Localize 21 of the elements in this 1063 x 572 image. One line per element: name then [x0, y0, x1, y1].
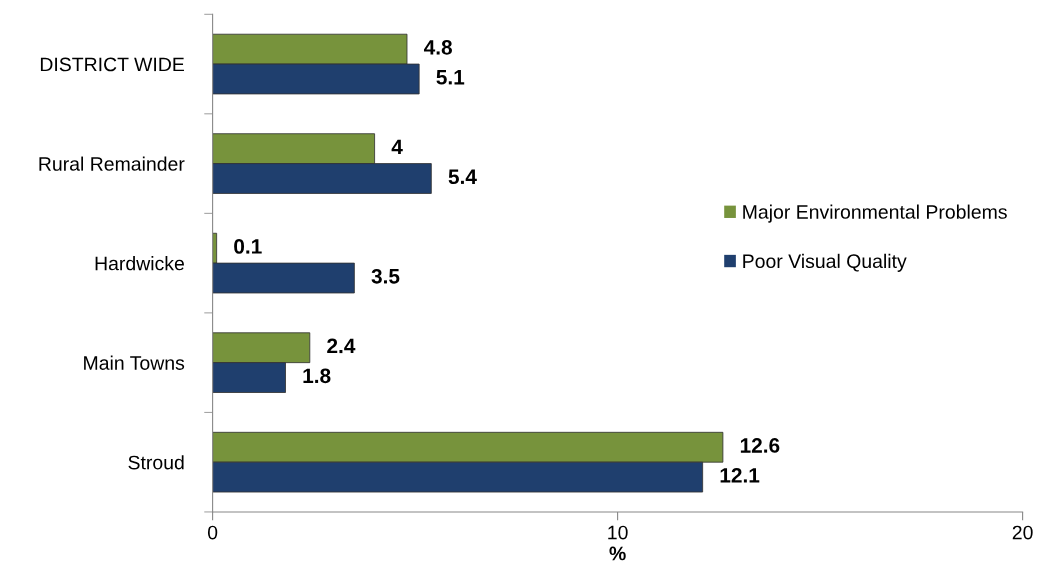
x-axis-title: % — [609, 546, 626, 561]
y-tick-label: Hardwicke — [95, 256, 184, 271]
data-label: 0.1 — [234, 239, 262, 254]
x-tick-label: 20 — [1012, 525, 1033, 540]
data-label: 5.1 — [436, 70, 465, 85]
y-tick-label: Stroud — [128, 455, 184, 470]
data-label: 4 — [391, 139, 403, 155]
legend-label: Major Environmental Problems — [743, 204, 1007, 223]
data-label: 12.1 — [720, 467, 760, 483]
data-label: 5.4 — [448, 169, 477, 185]
data-label: 12.6 — [740, 438, 780, 453]
x-tick-label: 0 — [207, 525, 218, 540]
data-label: 1.8 — [303, 368, 331, 384]
y-tick-label: Main Towns — [84, 355, 185, 370]
data-label: 2.4 — [327, 338, 356, 354]
legend-label: Poor Visual Quality — [743, 253, 907, 272]
x-tick-label: 10 — [608, 525, 628, 540]
data-label: 3.5 — [371, 268, 400, 284]
data-label: 4.8 — [423, 39, 452, 55]
y-tick-label: DISTRICT WIDE — [40, 57, 184, 72]
y-tick-label: Rural Remainder — [39, 156, 185, 171]
